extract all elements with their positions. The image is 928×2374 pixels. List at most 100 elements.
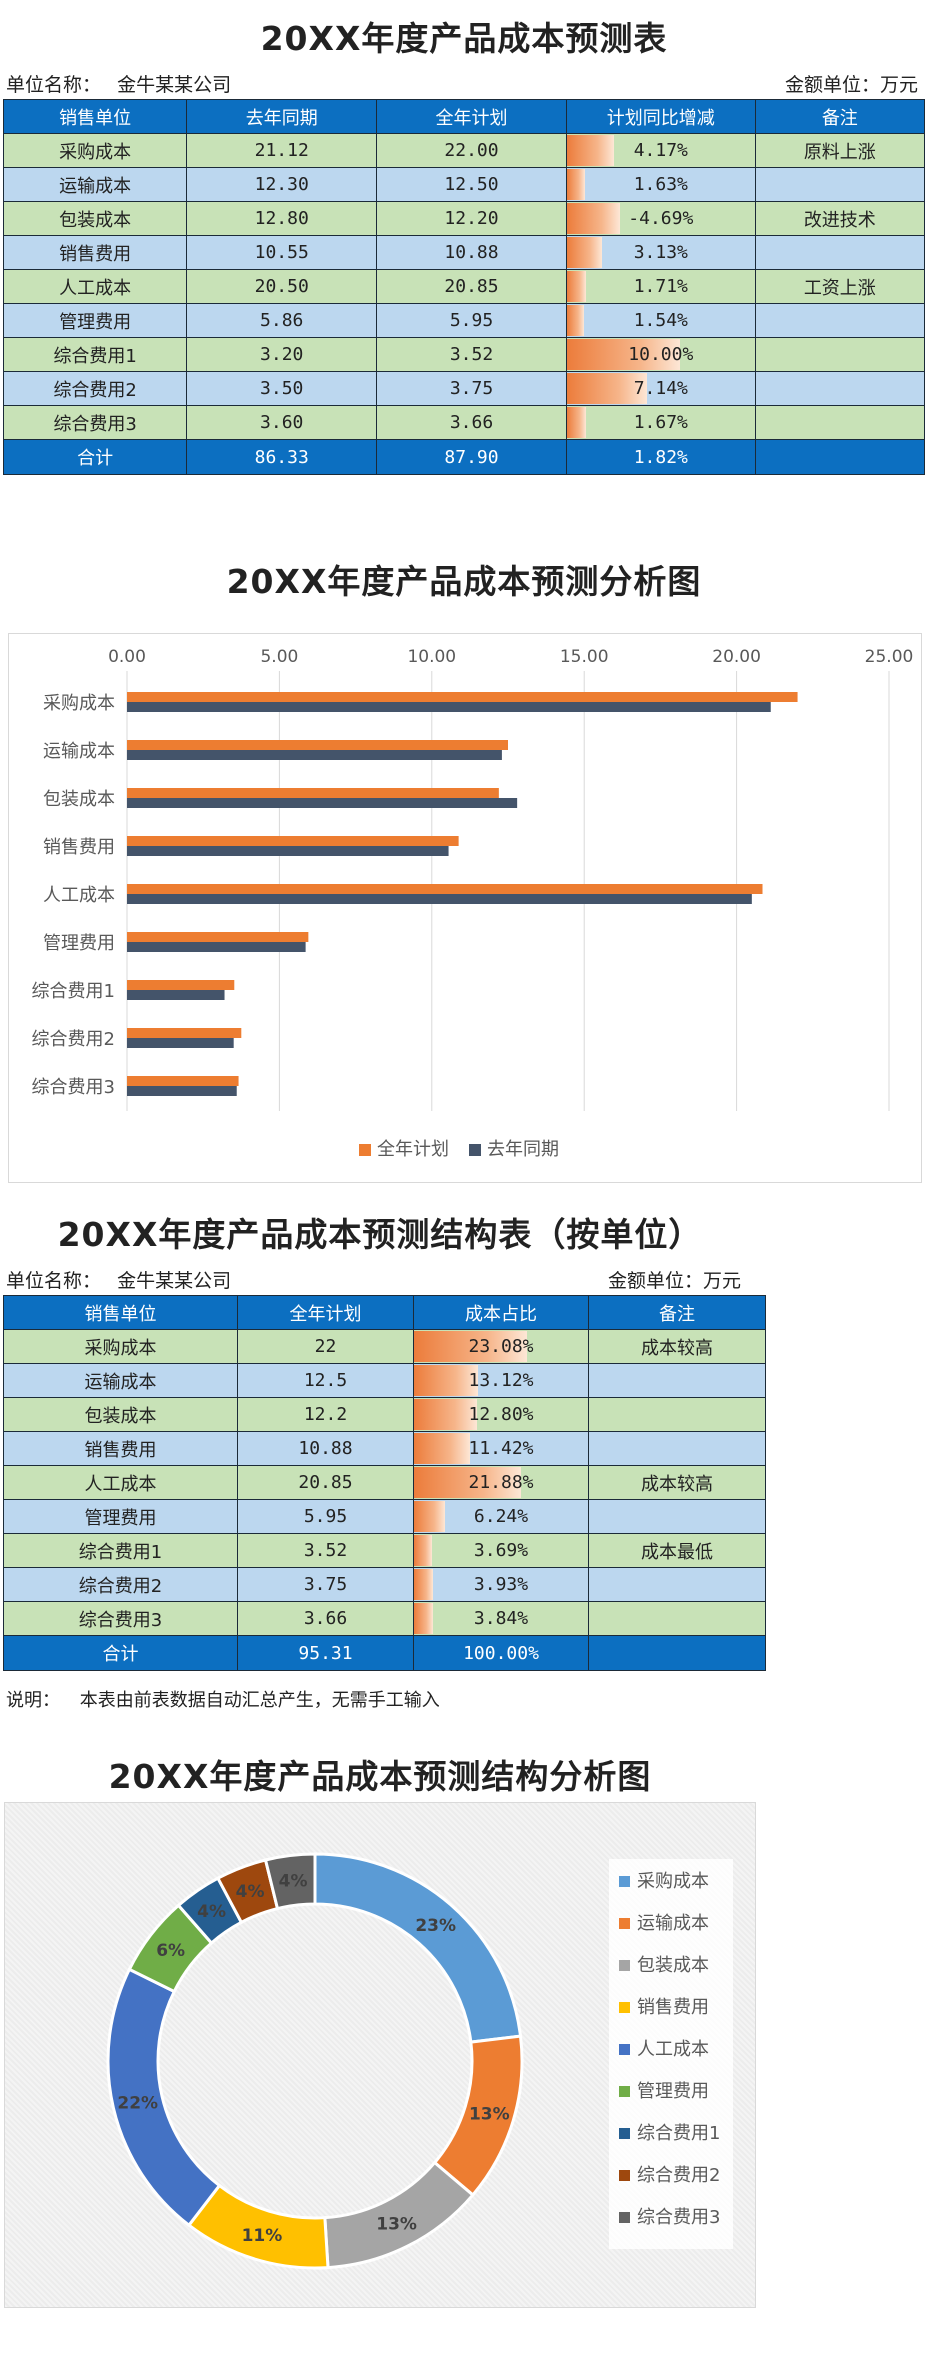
bar-plan	[127, 932, 309, 942]
cell-note	[588, 1601, 766, 1636]
bar-last-year	[127, 702, 771, 712]
cell-last-year: 3.20	[186, 337, 378, 372]
bar-last-year	[127, 846, 449, 856]
cell-unit: 综合费用1	[2, 337, 188, 372]
cell-share-text: 13.12%	[468, 1370, 534, 1391]
legend-swatch	[619, 2044, 630, 2055]
cell-change-fill	[567, 271, 587, 302]
table-row: 管理费用 5.86 5.95 1.54%	[2, 303, 926, 338]
table2-header-cell: 成本占比	[413, 1295, 589, 1330]
cell-plan: 3.52	[237, 1533, 414, 1568]
slice-data-label: 13%	[469, 2104, 510, 2124]
cell-unit: 运输成本	[3, 1363, 238, 1398]
cell-change-text: 3.13%	[633, 242, 688, 263]
x-tick-label: 25.00	[865, 647, 914, 667]
cell-share-text: 12.80%	[468, 1404, 534, 1425]
cell-plan: 12.20	[376, 201, 567, 236]
total-plan: 95.31	[237, 1635, 414, 1671]
table-row: 综合费用1 3.52 3.69% 成本最低	[3, 1533, 766, 1568]
bar-last-year	[127, 894, 752, 904]
bar-last-year	[127, 1038, 234, 1048]
unit-name-label: 单位名称：	[6, 74, 102, 96]
bar-chart: 0.00 5.00 10.00 15.00 20.00 25.00 采购成本运输成本包装成本…	[32, 647, 914, 1160]
cell-share-fill	[414, 1603, 433, 1634]
cell-change-fill	[567, 373, 648, 404]
y-category-label: 运输成本	[43, 741, 115, 762]
cell-share: 21.88%	[413, 1465, 589, 1500]
cell-last-year: 5.86	[186, 303, 378, 338]
cell-unit: 销售费用	[3, 1431, 238, 1466]
cell-change-fill	[567, 135, 614, 166]
y-category-label: 综合费用3	[32, 1077, 115, 1098]
cell-note: 原料上涨	[754, 133, 926, 168]
cell-change-text: 1.54%	[633, 310, 688, 331]
cell-last-year: 3.50	[186, 371, 378, 406]
legend-swatch	[619, 2086, 630, 2097]
total-change: 1.82%	[565, 439, 756, 475]
bar-plan	[127, 980, 235, 990]
x-tick-label: 5.00	[260, 647, 298, 667]
table1-header-cell: 销售单位	[2, 99, 188, 134]
slice-data-label: 6%	[156, 1941, 185, 1961]
cell-change-text: 1.63%	[633, 174, 688, 195]
cell-plan: 3.75	[237, 1567, 414, 1602]
cell-share-fill	[414, 1399, 477, 1430]
cell-share-fill	[414, 1535, 433, 1566]
cell-change-fill	[567, 169, 586, 200]
cell-note: 改进技术	[754, 201, 926, 236]
unit-name-label: 单位名称：	[6, 1270, 102, 1292]
slice-data-label: 4%	[197, 1902, 226, 1922]
donut-slice	[313, 1852, 523, 2044]
cell-share: 3.84%	[413, 1601, 589, 1636]
table1-title: 20XX年度产品成本预测表	[260, 19, 668, 58]
cell-plan: 10.88	[237, 1431, 414, 1466]
cell-unit: 综合费用3	[2, 405, 188, 440]
total-plan: 87.90	[376, 439, 567, 475]
table-row: 采购成本 22 23.08% 成本较高	[3, 1329, 766, 1364]
table-row: 包装成本 12.80 12.20 -4.69% 改进技术	[2, 201, 926, 236]
legend-swatch	[619, 1960, 630, 1971]
cell-plan: 3.66	[237, 1601, 414, 1636]
legend-label: 综合费用2	[637, 2165, 720, 2186]
y-category-label: 销售费用	[43, 837, 115, 858]
total-last: 86.33	[186, 439, 378, 475]
legend-swatch	[619, 2170, 630, 2181]
legend-swatch	[619, 1918, 630, 1929]
cell-plan: 3.75	[376, 371, 567, 406]
x-tick-label: 0.00	[108, 647, 146, 667]
cell-unit: 综合费用3	[3, 1601, 238, 1636]
cell-last-year: 21.12	[186, 133, 378, 168]
cell-unit: 综合费用2	[2, 371, 188, 406]
cell-unit: 包装成本	[2, 201, 188, 236]
cell-note	[588, 1363, 766, 1398]
legend-label: 管理费用	[637, 2081, 709, 2102]
table-row: 综合费用2 3.75 3.93%	[3, 1567, 766, 1602]
table2-note: 说明： 本表由前表数据自动汇总产生，无需手工输入	[6, 1686, 440, 1712]
bar-plan	[127, 788, 499, 798]
table1-amount-unit: 金额单位：万元	[784, 74, 918, 96]
legend-swatch	[619, 2002, 630, 2013]
cell-note	[754, 167, 926, 202]
cell-last-year: 12.30	[186, 167, 378, 202]
cell-share-text: 21.88%	[468, 1472, 534, 1493]
legend-swatch	[619, 1876, 630, 1887]
cell-share-text: 3.93%	[473, 1574, 529, 1595]
bar-last-year	[127, 750, 502, 760]
cell-change: 1.54%	[565, 303, 756, 338]
table-row: 综合费用1 3.20 3.52 10.00%	[2, 337, 926, 372]
total-note	[588, 1635, 766, 1671]
bar-last-year	[127, 990, 225, 1000]
cell-change: 4.17%	[565, 133, 756, 168]
cell-change-fill	[567, 339, 680, 370]
bar-plan	[127, 836, 459, 846]
table-row: 销售费用 10.55 10.88 3.13%	[2, 235, 926, 270]
table1-unit-name: 单位名称： 金牛某某公司	[6, 70, 231, 97]
bar-last-year	[127, 1086, 237, 1096]
total-label: 合计	[3, 1635, 238, 1671]
slice-data-label: 4%	[279, 1871, 308, 1891]
cell-share: 11.42%	[413, 1431, 589, 1466]
cell-change: -4.69%	[565, 201, 756, 236]
cell-change-fill	[567, 237, 603, 268]
cell-last-year: 12.80	[186, 201, 378, 236]
cell-share-text: 6.24%	[473, 1506, 529, 1527]
